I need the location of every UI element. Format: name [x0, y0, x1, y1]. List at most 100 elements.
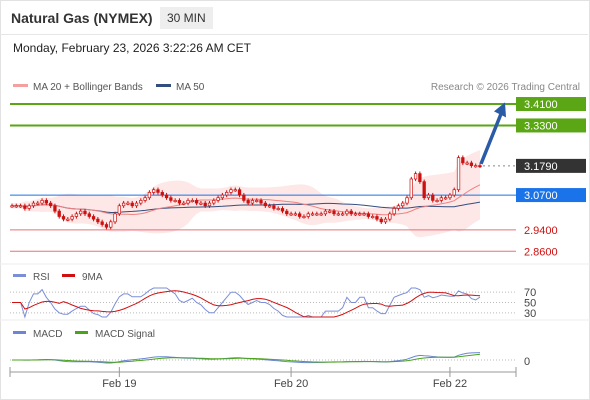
- candle-body: [66, 218, 70, 221]
- candle-body: [431, 194, 435, 201]
- candle-body: [130, 202, 134, 207]
- macd-legend-swatch: [13, 331, 26, 334]
- rsi-ma-line: [12, 290, 481, 318]
- candle-body: [426, 194, 431, 199]
- candle-body: [44, 200, 48, 204]
- candle-body: [40, 200, 44, 204]
- candle-body: [246, 200, 250, 204]
- candle-body: [328, 210, 332, 213]
- candle-body: [435, 200, 439, 202]
- candle-body: [216, 197, 220, 201]
- candle-body: [207, 202, 212, 207]
- candle-body: [61, 216, 66, 220]
- candle-body: [74, 213, 79, 217]
- candle-body: [323, 210, 328, 215]
- candle-body: [169, 197, 173, 201]
- timeframe-selector[interactable]: 30 MIN: [160, 7, 213, 29]
- research-credit: Research © 2026 Trading Central: [431, 82, 580, 93]
- candle-body: [388, 213, 392, 220]
- level-label-last: 3.1790: [524, 161, 558, 173]
- candle-body: [194, 200, 199, 204]
- candle-body: [27, 205, 31, 209]
- candle-body: [117, 205, 121, 215]
- level-label-box-resistance: [516, 97, 586, 112]
- candle-body: [91, 216, 96, 220]
- candle-body: [203, 202, 207, 207]
- candle-body: [280, 208, 285, 212]
- candle-body: [375, 216, 379, 220]
- bollinger-band-area: [12, 150, 480, 238]
- candle-body: [237, 189, 242, 196]
- level-label-resistance: 3.3300: [524, 120, 558, 132]
- candle-body: [272, 205, 276, 209]
- candle-body: [306, 213, 310, 217]
- candle-body: [465, 162, 469, 165]
- candle-body: [225, 192, 229, 196]
- candle-body: [182, 202, 186, 205]
- candle-body: [383, 218, 388, 223]
- instrument-title: Natural Gas (NYMEX): [11, 10, 153, 26]
- macd-signal-legend-swatch: [75, 331, 88, 334]
- projection-arrow-head: [494, 102, 506, 118]
- candle-body: [57, 210, 61, 217]
- x-axis-tick-label: Feb 20: [274, 378, 308, 390]
- candle-body: [109, 221, 113, 228]
- bollinger-legend-label: MA 20 + Bollinger Bands: [33, 82, 143, 93]
- candle-body: [134, 202, 139, 207]
- candle-body: [298, 213, 302, 217]
- candle-body: [456, 157, 461, 191]
- candle-body: [336, 213, 340, 216]
- candle-body: [250, 200, 255, 204]
- candle-body: [156, 189, 160, 193]
- macd-signal-line: [12, 353, 481, 363]
- candle-body: [289, 213, 293, 216]
- chart-header: Natural Gas (NYMEX) 30 MIN: [0, 0, 588, 36]
- candle-body: [100, 221, 104, 225]
- level-label-box-resistance: [516, 118, 586, 133]
- candle-body: [332, 210, 336, 215]
- level-label-resistance: 3.4100: [524, 99, 558, 111]
- level-label-box-last: [516, 158, 586, 173]
- candle-body: [186, 200, 190, 204]
- candle-body: [405, 197, 409, 204]
- candle-body: [173, 200, 177, 202]
- candle-body: [255, 200, 259, 202]
- candle-body: [353, 213, 358, 216]
- ma50-legend-label: MA 50: [176, 82, 205, 93]
- candle-body: [113, 213, 117, 223]
- candle-body: [319, 213, 323, 216]
- candle-body: [126, 202, 130, 205]
- candle-body: [444, 197, 448, 200]
- candle-body: [70, 216, 74, 220]
- header-divider: [0, 34, 588, 35]
- x-axis-tick-label: Feb 22: [433, 378, 467, 390]
- candle-body: [220, 194, 225, 199]
- candle-body: [87, 213, 91, 217]
- candle-body: [461, 157, 465, 164]
- candle-body: [379, 218, 383, 223]
- candle-body: [409, 178, 413, 199]
- candle-body: [276, 208, 280, 211]
- candle-body: [315, 213, 319, 216]
- projection-arrow-shaft: [479, 110, 504, 165]
- candle-body: [83, 210, 87, 215]
- level-label-box-pivot: [516, 188, 586, 203]
- candle-body: [366, 213, 371, 217]
- macd-signal-legend-label: MACD Signal: [95, 329, 155, 340]
- candle-body: [358, 213, 362, 216]
- candle-body: [48, 202, 53, 207]
- candle-body: [31, 202, 36, 207]
- candle-body: [259, 200, 263, 204]
- rsi-legend-label: RSI: [33, 272, 50, 283]
- rsi-ma-legend-swatch: [62, 274, 75, 277]
- candle-body: [177, 200, 182, 204]
- rsi-level-label: 50: [524, 298, 536, 310]
- candle-body: [199, 202, 203, 205]
- rsi-ma-legend-label: 9MA: [82, 272, 103, 283]
- candle-body: [478, 165, 482, 168]
- macd-legend-label: MACD: [33, 329, 62, 340]
- candle-body: [349, 210, 353, 215]
- candle-body: [439, 197, 444, 201]
- candle-body: [422, 181, 426, 199]
